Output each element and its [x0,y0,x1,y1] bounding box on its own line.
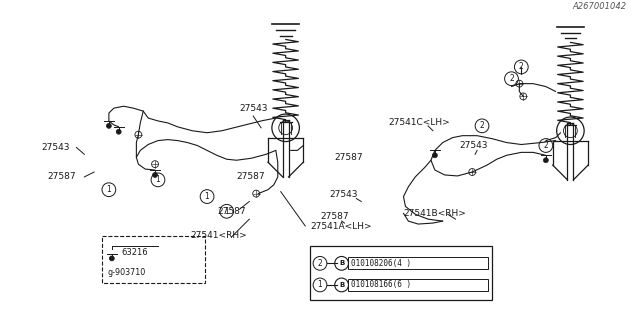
Text: A267001042: A267001042 [572,2,627,11]
Circle shape [152,172,157,177]
Text: g-903710: g-903710 [108,268,146,277]
Bar [348,258,488,269]
Bar [310,246,492,300]
Text: 27587: 27587 [320,212,349,221]
Text: 27543: 27543 [239,104,268,113]
Text: 27541B<RH>: 27541B<RH> [403,209,467,218]
Text: 010108206(4 ): 010108206(4 ) [351,259,412,268]
Text: 1: 1 [317,280,323,289]
Text: 1: 1 [106,185,111,194]
Text: 2: 2 [479,121,484,130]
Text: 2: 2 [543,141,548,150]
Text: 1: 1 [156,175,161,184]
Text: 27587: 27587 [335,153,364,162]
Circle shape [109,256,115,261]
Text: 27541A<LH>: 27541A<LH> [310,221,372,230]
Bar [102,236,205,283]
Circle shape [106,124,111,128]
Text: 27543: 27543 [41,143,70,152]
Text: 1: 1 [205,192,209,201]
Text: 27541C<LH>: 27541C<LH> [388,118,451,127]
Text: 27543: 27543 [460,141,488,150]
Circle shape [116,129,121,134]
Text: 27541<RH>: 27541<RH> [190,231,247,240]
Text: 27587: 27587 [217,207,246,216]
Text: 2: 2 [519,62,524,71]
Text: 010108166(6 ): 010108166(6 ) [351,280,412,289]
Text: 63216: 63216 [122,248,148,257]
Text: B: B [339,260,344,266]
Text: 2: 2 [509,74,514,83]
Bar [348,279,488,291]
Text: 1: 1 [225,207,229,216]
Circle shape [433,153,437,158]
Text: 27587: 27587 [47,172,76,181]
Text: 2: 2 [317,259,323,268]
Circle shape [543,158,548,163]
Text: 27587: 27587 [237,172,265,181]
Text: B: B [339,282,344,288]
Text: 27543: 27543 [330,190,358,199]
